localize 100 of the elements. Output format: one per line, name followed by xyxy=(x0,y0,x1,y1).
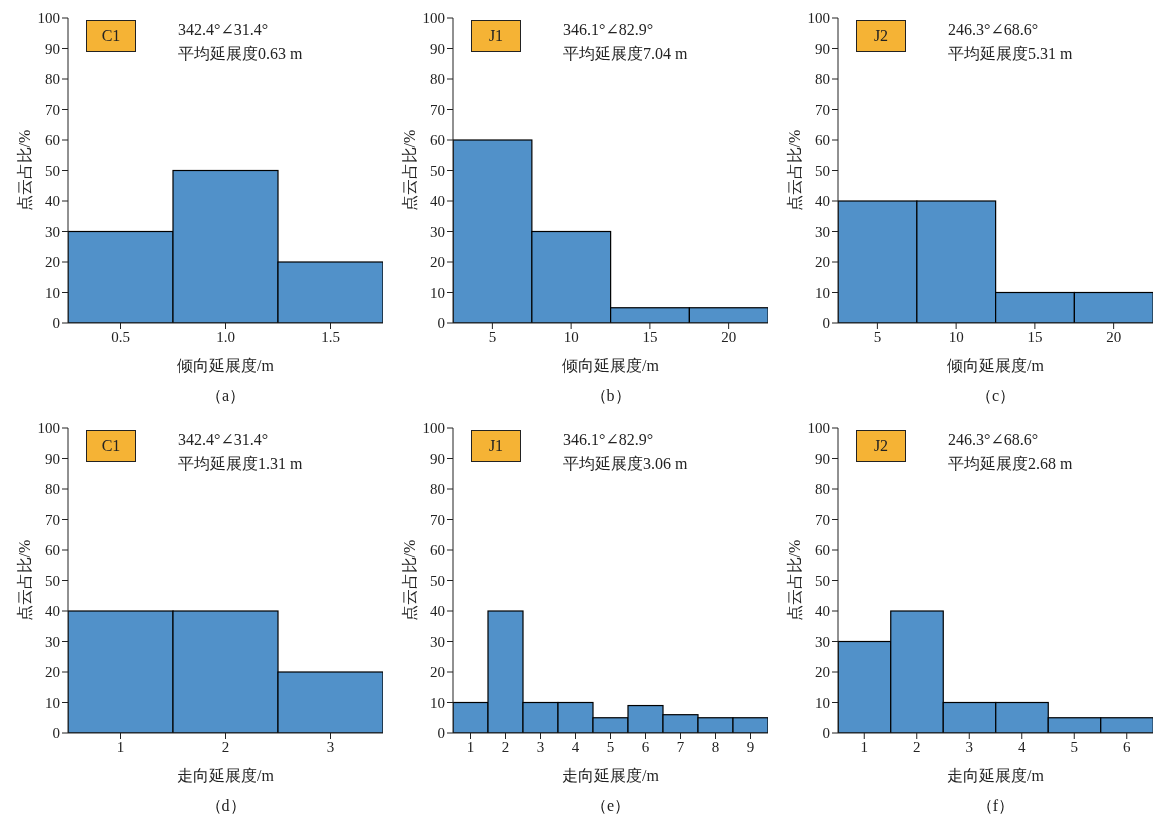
y-tick-label: 30 xyxy=(815,223,830,240)
y-tick-label: 90 xyxy=(45,450,60,467)
y-tick-label: 90 xyxy=(430,450,445,467)
x-tick-label: 2 xyxy=(501,738,510,755)
x-axis-title: 倾向延展度/m xyxy=(177,357,275,374)
y-tick-label: 30 xyxy=(430,223,445,240)
x-tick-label: 1.5 xyxy=(321,328,340,345)
y-tick-label: 0 xyxy=(437,315,445,332)
y-tick-label: 60 xyxy=(430,132,445,149)
y-tick-label: 50 xyxy=(45,572,60,589)
y-axis-title: 点云占比/% xyxy=(15,129,33,212)
x-tick-label: 5 xyxy=(488,328,497,345)
x-tick-label: 9 xyxy=(746,738,755,755)
y-axis-title: 点云占比/% xyxy=(15,539,33,622)
x-axis-title: 倾向延展度/m xyxy=(562,357,660,374)
x-tick-label: 6 xyxy=(641,738,650,755)
y-axis-title: 点云占比/% xyxy=(400,129,418,212)
y-tick-label: 60 xyxy=(815,132,830,149)
x-axis-title: 走向延展度/m xyxy=(177,767,275,784)
y-tick-label: 70 xyxy=(45,101,60,118)
y-axis-title: 点云占比/% xyxy=(785,539,803,622)
annotation: J1 xyxy=(488,437,504,455)
y-tick-label: 40 xyxy=(430,603,445,620)
y-tick-label: 100 xyxy=(807,420,830,437)
y-tick-label: 20 xyxy=(815,254,830,271)
y-tick-label: 60 xyxy=(815,542,830,559)
annotation: 342.4°∠31.4° xyxy=(178,430,270,450)
x-tick-label: 5 xyxy=(1070,738,1078,755)
x-tick-label: 10 xyxy=(563,328,579,345)
y-tick-label: 30 xyxy=(430,633,445,650)
x-tick-label: 2 xyxy=(221,738,230,755)
y-axis-title: 点云占比/% xyxy=(785,129,803,212)
y-tick-label: 50 xyxy=(815,572,830,589)
y-tick-label: 50 xyxy=(430,572,445,589)
annotation: 342.4°∠31.4° xyxy=(178,20,270,40)
annotation: 346.1°∠82.9° xyxy=(563,430,655,450)
y-tick-label: 40 xyxy=(815,603,830,620)
y-tick-label: 90 xyxy=(815,40,830,57)
annotation: 平均延展度3.06 m xyxy=(563,454,688,474)
y-tick-label: 60 xyxy=(45,132,60,149)
y-tick-label: 70 xyxy=(815,511,830,528)
x-tick-label: 15 xyxy=(642,328,658,345)
y-tick-label: 20 xyxy=(45,254,60,271)
y-tick-label: 70 xyxy=(45,511,60,528)
x-tick-label: 2 xyxy=(913,738,921,755)
y-tick-label: 30 xyxy=(45,633,60,650)
y-tick-label: 50 xyxy=(815,162,830,179)
y-tick-label: 20 xyxy=(815,664,830,681)
y-tick-label: 80 xyxy=(45,481,60,498)
annotation: 平均延展度1.31 m xyxy=(178,454,303,474)
y-tick-label: 50 xyxy=(45,162,60,179)
x-tick-label: 20 xyxy=(1106,328,1122,345)
y-tick-label: 10 xyxy=(45,694,60,711)
annotation: C1 xyxy=(101,27,121,45)
text: （e） xyxy=(589,796,632,816)
annotation: 平均延展度2.68 m xyxy=(948,454,1073,474)
y-tick-label: 70 xyxy=(430,101,445,118)
y-tick-label: 60 xyxy=(430,542,445,559)
annotation: 346.1°∠82.9° xyxy=(563,20,655,40)
y-tick-label: 40 xyxy=(45,603,60,620)
y-tick-label: 50 xyxy=(430,162,445,179)
x-tick-label: 4 xyxy=(1018,738,1026,755)
x-tick-label: 8 xyxy=(711,738,720,755)
y-tick-label: 100 xyxy=(422,10,445,27)
y-tick-label: 40 xyxy=(815,193,830,210)
x-axis-title: 倾向延展度/m xyxy=(947,357,1045,374)
y-axis-title: 点云占比/% xyxy=(400,539,418,622)
x-tick-label: 20 xyxy=(721,328,737,345)
annotation: J2 xyxy=(873,27,889,45)
y-tick-label: 90 xyxy=(430,40,445,57)
y-tick-label: 20 xyxy=(45,664,60,681)
text: （f） xyxy=(975,796,1016,816)
y-tick-label: 80 xyxy=(430,71,445,88)
annotation: 246.3°∠68.6° xyxy=(948,20,1040,40)
y-tick-label: 10 xyxy=(815,284,830,301)
x-tick-label: 5 xyxy=(873,328,882,345)
text: （b） xyxy=(589,386,632,406)
x-tick-label: 3 xyxy=(965,738,973,755)
x-tick-label: 3 xyxy=(326,738,335,755)
annotation: 246.3°∠68.6° xyxy=(948,430,1040,450)
x-tick-label: 1 xyxy=(860,738,868,755)
y-tick-label: 10 xyxy=(815,694,830,711)
y-tick-label: 100 xyxy=(807,10,830,27)
y-tick-label: 70 xyxy=(815,101,830,118)
x-tick-label: 1.0 xyxy=(216,328,235,345)
y-tick-label: 80 xyxy=(45,71,60,88)
text: （c） xyxy=(974,386,1017,406)
y-tick-label: 20 xyxy=(430,664,445,681)
y-tick-label: 90 xyxy=(815,450,830,467)
y-tick-label: 0 xyxy=(437,725,445,742)
y-tick-label: 10 xyxy=(430,694,445,711)
y-tick-label: 30 xyxy=(45,223,60,240)
y-tick-label: 90 xyxy=(45,40,60,57)
x-axis-title: 走向延展度/m xyxy=(562,767,660,784)
y-tick-label: 60 xyxy=(45,542,60,559)
x-tick-label: 7 xyxy=(676,738,685,755)
x-tick-label: 0.5 xyxy=(111,328,130,345)
y-tick-label: 0 xyxy=(822,725,830,742)
y-tick-label: 70 xyxy=(430,511,445,528)
y-tick-label: 0 xyxy=(52,725,60,742)
